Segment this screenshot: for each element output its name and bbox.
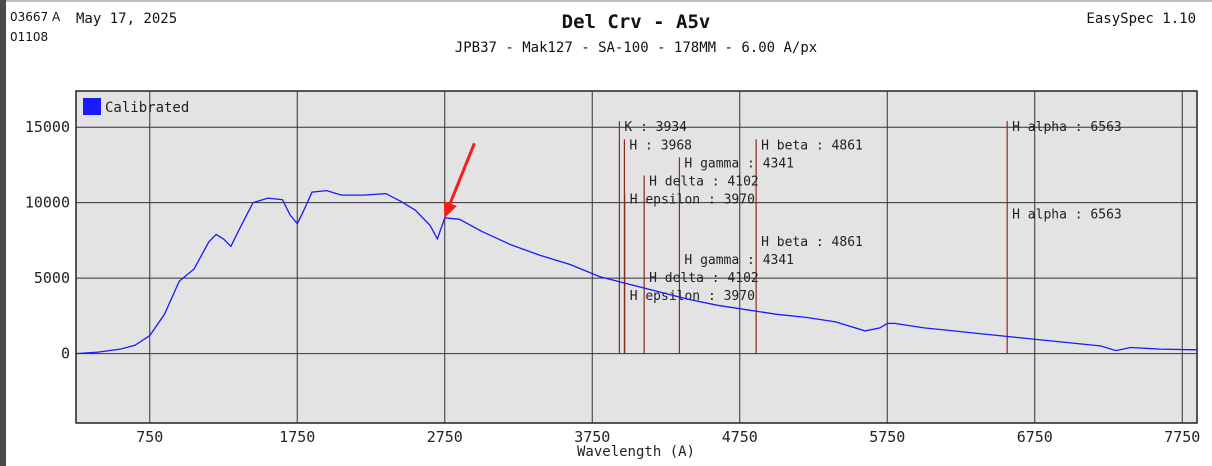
chart-title: Del Crv - A5v: [561, 11, 711, 33]
chart-subtitle: JPB37 - Mak127 - SA-100 - 178MM - 6.00 A…: [454, 40, 818, 56]
arrow-head: [443, 200, 457, 219]
x-tick-label: 5750: [869, 428, 905, 446]
spectral-line-label: H gamma : 4341: [684, 156, 794, 171]
window-top-border: [6, 0, 1212, 2]
y-tick-label: 10000: [25, 194, 70, 212]
spectral-line-label: H epsilon : 3970: [630, 193, 755, 208]
software-label: EasySpec 1.10: [1086, 11, 1196, 27]
date-label: May 17, 2025: [76, 11, 178, 27]
x-tick-label: 3750: [574, 428, 610, 446]
y-axis-tick-labels: 0 5000 10000 15000: [25, 118, 70, 362]
spectral-line-label: H epsilon : 3970: [630, 289, 755, 304]
y-tick-label: 5000: [34, 269, 70, 287]
plot-area: [75, 90, 1198, 424]
spectral-line-label: H beta : 4861: [761, 235, 863, 250]
spectral-line-label: H beta : 4861: [761, 138, 863, 153]
spectral-line-label: H : 3968: [629, 138, 692, 153]
series-line-calibrated: [75, 189, 1198, 355]
spectral-line-label: H delta : 4102: [649, 271, 759, 286]
x-tick-label: 2750: [427, 428, 463, 446]
x-axis-label: Wavelength (A): [577, 444, 695, 460]
legend-swatch-calibrated: [83, 98, 101, 115]
grid-lines: [76, 91, 1197, 423]
spectral-line-label: H alpha : 6563: [1012, 120, 1122, 135]
id-line-2: 01108: [10, 30, 49, 44]
spectral-line-label: H gamma : 4341: [684, 253, 794, 268]
spectral-line-label: K : 3934: [624, 120, 687, 135]
legend-label-calibrated: Calibrated: [105, 100, 189, 116]
window-frame-left: [0, 0, 6, 466]
y-tick-label: 0: [61, 345, 70, 363]
id-line-1: 03667 A: [10, 10, 61, 24]
x-tick-label: 6750: [1017, 428, 1053, 446]
x-tick-label: 1750: [279, 428, 315, 446]
spectral-line-label: H alpha : 6563: [1012, 208, 1122, 223]
x-tick-label: 7750: [1164, 428, 1200, 446]
red-arrow-annotation: [443, 142, 476, 219]
spectral-line-labels: K : 3934 H : 3968 H gamma : 4341 H delta : …: [624, 120, 1121, 304]
legend: Calibrated: [83, 98, 189, 116]
x-axis-tick-labels: 750 1750 2750 3750 4750 5750 6750 7750: [136, 428, 1200, 446]
spectral-line-label: H delta : 4102: [649, 175, 759, 190]
y-tick-label: 15000: [25, 118, 70, 136]
x-tick-label: 4750: [722, 428, 758, 446]
arrow-shaft: [447, 142, 476, 206]
x-tick-label: 750: [136, 428, 163, 446]
spectral-line-markers: [618, 121, 1008, 354]
